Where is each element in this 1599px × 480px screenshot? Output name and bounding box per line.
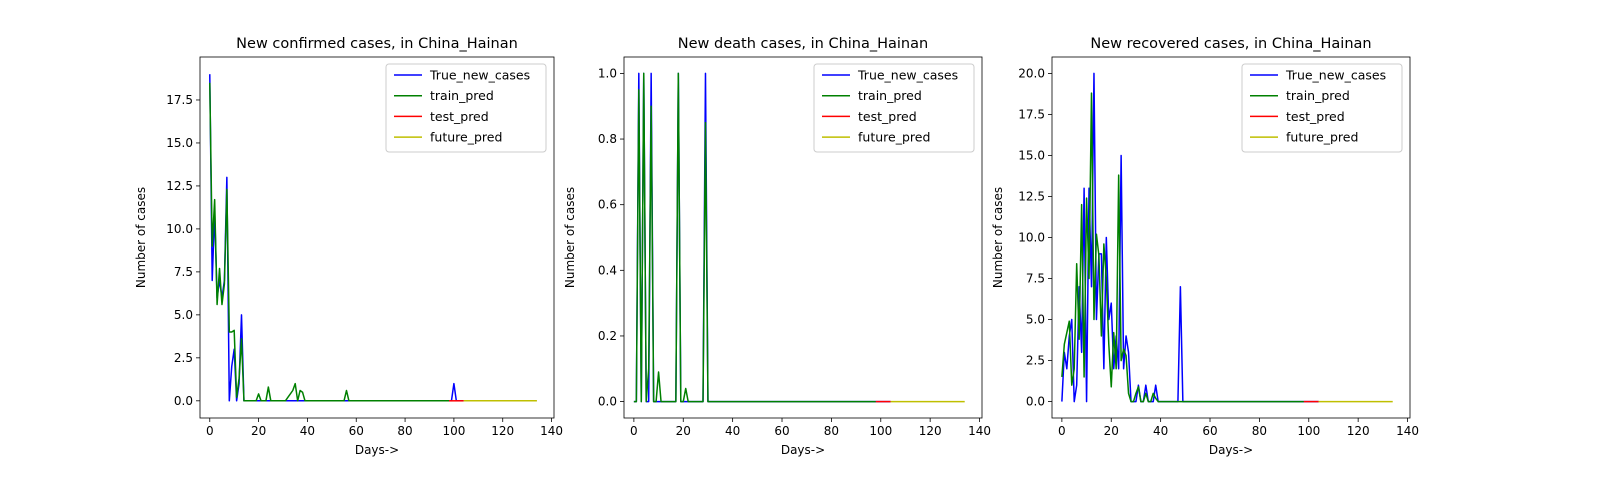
y-tick-label: 10.0: [166, 222, 193, 236]
x-tick-label: 20: [251, 424, 266, 438]
y-tick-label: 0.2: [598, 329, 617, 343]
legend-label: test_pred: [1286, 109, 1345, 124]
legend-box: [813, 63, 975, 153]
x-tick-label: 140: [968, 424, 991, 438]
x-tick-label: 40: [725, 424, 740, 438]
y-axis-label: Number of cases: [134, 187, 148, 288]
x-axis-label: Days->: [355, 443, 399, 457]
x-tick-label: 0: [630, 424, 638, 438]
chart-title: New death cases, in China_Hainan: [678, 36, 928, 52]
y-tick-label: 12.5: [1018, 189, 1045, 203]
x-tick-label: 80: [397, 424, 412, 438]
series-group: [633, 72, 965, 403]
x-tick-label: 60: [349, 424, 364, 438]
y-axis-label: Number of cases: [991, 187, 1005, 288]
y-axis-label: Number of cases: [563, 187, 577, 288]
legend-label: True_new_cases: [1285, 68, 1386, 83]
x-tick-label: 140: [1396, 424, 1419, 438]
legend-label: test_pred: [858, 109, 917, 124]
y-tick-label: 2.5: [1026, 354, 1045, 368]
plot-frame: [623, 56, 983, 419]
legend-label: train_pred: [430, 88, 494, 103]
x-tick-label: 100: [442, 424, 465, 438]
y-tick-label: 0.6: [598, 198, 617, 212]
legend-label: train_pred: [858, 88, 922, 103]
x-tick-label: 40: [1153, 424, 1168, 438]
legend-label: test_pred: [430, 109, 489, 124]
legend-box: [385, 63, 547, 153]
y-tick-label: 0.0: [598, 395, 617, 409]
series-line-true-new-cases: [1061, 72, 1319, 403]
y-tick-label: 20.0: [1018, 66, 1045, 80]
y-tick-label: 17.5: [166, 93, 193, 107]
chart-panel-1: 0 20 40 60 80 100 120 140 0.0 2.5 5.0 7.5 10.0 12.5 15…: [134, 36, 563, 457]
x-tick-label: 20: [1104, 424, 1119, 438]
y-tick-label: 7.5: [1026, 272, 1045, 286]
series-line-train-pred: [209, 82, 450, 402]
y-tick-label: 17.5: [1018, 107, 1045, 121]
y-tick-label: 0.4: [598, 263, 617, 277]
x-tick-label: 0: [1058, 424, 1066, 438]
y-tick-label: 5.0: [1026, 313, 1045, 327]
x-tick-label: 80: [824, 424, 839, 438]
y-tick-label: 0.0: [174, 394, 193, 408]
y-tick-label: 5.0: [174, 308, 193, 322]
x-tick-label: 120: [491, 424, 514, 438]
x-tick-label: 100: [1297, 424, 1320, 438]
y-tick-label: 0.8: [598, 132, 617, 146]
series-line-train-pred: [1061, 92, 1304, 403]
x-tick-label: 60: [774, 424, 789, 438]
y-tick-label: 7.5: [174, 265, 193, 279]
y-tick-label: 12.5: [166, 179, 193, 193]
x-tick-label: 40: [300, 424, 315, 438]
series-line-train-pred: [633, 72, 876, 403]
x-tick-label: 80: [1252, 424, 1267, 438]
legend: True_new_cases train_pred test_pred future_…: [813, 63, 975, 153]
x-tick-label: 60: [1202, 424, 1217, 438]
x-tick-label: 140: [540, 424, 563, 438]
legend: True_new_cases train_pred test_pred future_…: [385, 63, 547, 153]
legend-label: True_new_cases: [857, 68, 958, 83]
legend-label: True_new_cases: [429, 68, 530, 83]
legend: True_new_cases train_pred test_pred future_…: [1241, 63, 1403, 153]
plot-frame: [199, 56, 555, 419]
y-tick-label: 1.0: [598, 66, 617, 80]
y-tick-label: 15.0: [1018, 148, 1045, 162]
y-tick-label: 2.5: [174, 351, 193, 365]
series-group: [1061, 72, 1393, 403]
x-tick-label: 20: [676, 424, 691, 438]
y-tick-label: 15.0: [166, 136, 193, 150]
chart-panel-3: 0 20 40 60 80 100 120 140 0.0 2.5 5.0 7.5 10.0 12.5 15…: [991, 36, 1419, 457]
y-tick-label: 10.0: [1018, 231, 1045, 245]
legend-label: future_pred: [430, 130, 502, 145]
legend-label: train_pred: [1286, 88, 1350, 103]
y-tick-label: 0.0: [1026, 395, 1045, 409]
chart-title: New confirmed cases, in China_Hainan: [236, 36, 518, 52]
x-tick-label: 120: [1347, 424, 1370, 438]
chart-panel-2: 0 20 40 60 80 100 120 140 0.0 0.2 0.4 0.6 0.8 1.0 New …: [563, 36, 991, 457]
x-tick-label: 0: [206, 424, 214, 438]
x-axis-label: Days->: [1209, 443, 1253, 457]
x-tick-label: 120: [919, 424, 942, 438]
legend-box: [1241, 63, 1403, 153]
legend-label: future_pred: [1286, 130, 1358, 145]
x-tick-label: 100: [869, 424, 892, 438]
chart-title: New recovered cases, in China_Hainan: [1090, 36, 1371, 52]
series-group: [209, 74, 537, 402]
legend-label: future_pred: [858, 130, 930, 145]
x-axis-label: Days->: [781, 443, 825, 457]
